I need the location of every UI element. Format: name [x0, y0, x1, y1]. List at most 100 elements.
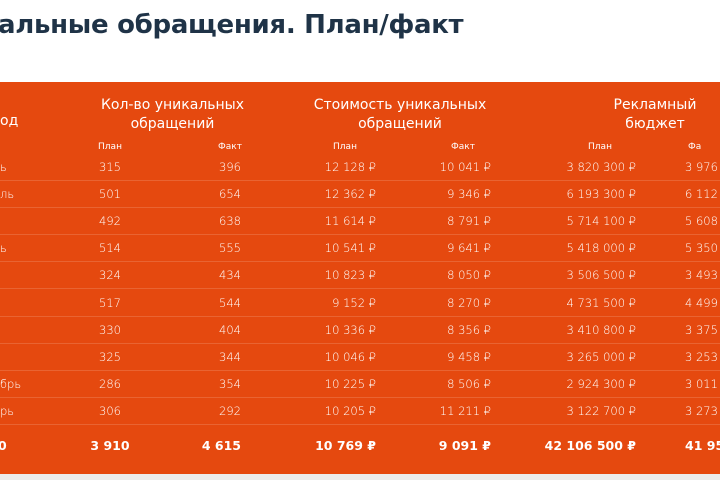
table-cell: 517 [99, 295, 121, 310]
group-header: Кол-во уникальных обращений [80, 96, 265, 134]
table-cell: 8 270 ₽ [447, 295, 491, 310]
table-cell: 5 714 100 ₽ [566, 214, 637, 229]
column-subheader: План [98, 142, 122, 152]
table-cell: 6 112 5 [685, 187, 720, 202]
table-cell: 434 [219, 268, 241, 283]
table-cell: 8 356 ₽ [447, 322, 491, 337]
table-cell: 3 273 [685, 403, 718, 418]
table-cell: 325 [99, 349, 121, 364]
row-divider [0, 234, 720, 236]
table-cell: 9 346 ₽ [447, 187, 491, 202]
total-cell: 9 091 ₽ [438, 438, 491, 453]
table-cell: 5 418 000 ₽ [566, 241, 637, 256]
table-cell: 9 152 ₽ [332, 295, 376, 310]
group-header-line: обращений [130, 116, 215, 132]
table-cell: 11 614 ₽ [324, 214, 376, 229]
table-cell: 3 011 0 [685, 376, 720, 391]
table-cell: 324 [99, 268, 121, 283]
table-cell: 315 [99, 160, 121, 174]
row-divider [0, 423, 720, 425]
group-header: Стоимость уникальных обращений [300, 96, 500, 134]
table-cell: 10 336 ₽ [324, 322, 376, 337]
table-cell: 10 205 ₽ [324, 403, 376, 418]
table-cell: 501 [99, 187, 121, 202]
table-cell: 404 [219, 322, 241, 337]
total-cell: 10 769 ₽ [315, 438, 376, 453]
table-cell: 3 265 000 ₽ [566, 349, 637, 364]
table-cell: 3 375 [685, 322, 718, 337]
column-subheader: Факт [218, 142, 242, 152]
group-header-line: обращений [358, 116, 442, 132]
row-divider [0, 207, 720, 209]
group-header-line: Стоимость уникальных [313, 97, 487, 113]
table-cell: 8 050 ₽ [447, 268, 491, 283]
table-cell: 492 [99, 214, 121, 229]
table-cell: 3 122 700 ₽ [566, 403, 637, 418]
row-label: ь [0, 241, 7, 256]
table-cell: 10 541 ₽ [324, 241, 376, 256]
table-cell: 3 493 [685, 268, 718, 283]
row-divider [0, 342, 720, 344]
table-cell: 354 [219, 376, 241, 391]
column-subheader: Фа [688, 142, 702, 152]
group-header: Рекламный бюджет [585, 96, 720, 134]
table-cell: 3 976 [685, 160, 718, 174]
table-cell: 10 225 ₽ [324, 376, 376, 391]
table-cell: 544 [219, 295, 241, 310]
table-cell: 2 924 300 ₽ [566, 376, 637, 391]
group-header-line: Рекламный [613, 97, 697, 113]
row-divider [0, 288, 720, 290]
table-cell: 10 823 ₽ [324, 268, 376, 283]
total-cell: 3 910 [90, 438, 130, 453]
table-cell: 638 [219, 214, 241, 229]
row-divider [0, 261, 720, 263]
table-cell: 10 046 ₽ [324, 349, 376, 364]
page-title: альные обращения. План/факт [0, 10, 464, 40]
total-cell: 41 955 [685, 438, 720, 453]
table-cell: 330 [99, 322, 121, 337]
table-cell: 344 [219, 349, 241, 364]
row-divider [0, 369, 720, 371]
table-cell: 3 506 500 ₽ [566, 268, 637, 283]
row-divider [0, 315, 720, 317]
group-header-line: Кол-во уникальных [100, 97, 245, 113]
table-cell: 8 506 ₽ [447, 376, 491, 391]
table-cell: 12 362 ₽ [324, 187, 376, 202]
table-cell: 5 608 [685, 214, 718, 229]
table-cell: 10 041 ₽ [439, 160, 491, 174]
table-cell: 3 410 800 ₽ [566, 322, 637, 337]
row-divider [0, 396, 720, 398]
table-cell: 514 [99, 241, 121, 256]
period-header: од [0, 113, 19, 129]
total-cell: 4 615 [201, 438, 241, 453]
table-cell: 12 128 ₽ [324, 160, 376, 174]
row-label: ль [0, 187, 15, 202]
row-label: рь [0, 403, 15, 418]
row-label: брь [0, 376, 22, 391]
table-cell: 11 211 ₽ [439, 403, 491, 418]
table-cell: 9 458 ₽ [447, 349, 491, 364]
table-cell: 6 193 300 ₽ [566, 187, 637, 202]
table-cell: 306 [99, 403, 121, 418]
table-cell: 654 [219, 187, 241, 202]
group-header-line: бюджет [625, 116, 685, 132]
table-cell: 5 350 [685, 241, 718, 256]
table-cell: 396 [219, 160, 241, 174]
table-cell: 4 499 [685, 295, 718, 310]
column-subheader: План [333, 142, 357, 152]
column-subheader: Факт [451, 142, 475, 152]
table-cell: 4 731 500 ₽ [566, 295, 637, 310]
plan-fact-table [0, 82, 720, 474]
table-cell: 286 [99, 376, 121, 391]
table-cell: 3 253 [685, 349, 718, 364]
table-cell: 3 820 300 ₽ [566, 160, 637, 174]
row-divider [0, 180, 720, 181]
total-cell: 42 106 500 ₽ [544, 438, 636, 453]
table-cell: 8 791 ₽ [447, 214, 491, 229]
column-subheader: План [588, 142, 612, 152]
table-cell: 292 [219, 403, 241, 418]
footer-strip [0, 474, 720, 480]
table-cell: 9 641 ₽ [447, 241, 491, 256]
row-label: ь [0, 160, 7, 174]
total-label: 0 [0, 438, 7, 453]
